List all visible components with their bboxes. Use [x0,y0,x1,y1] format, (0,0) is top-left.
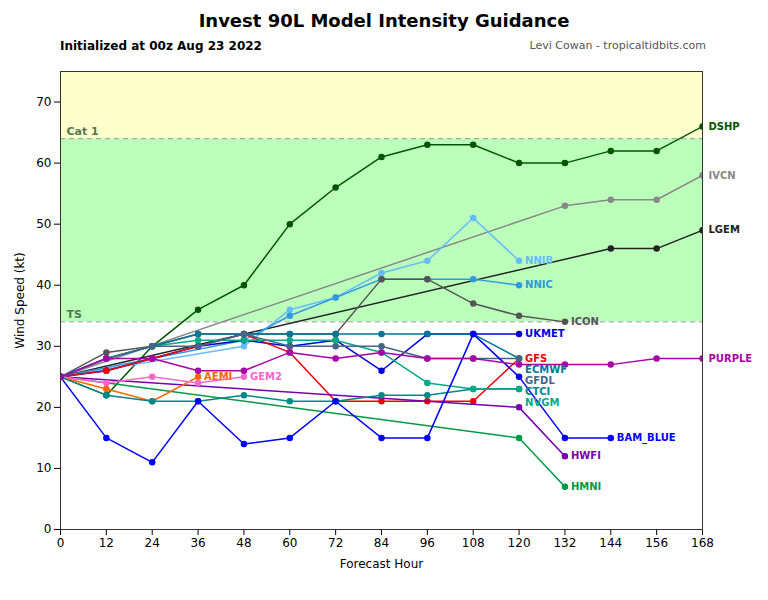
svg-text:156: 156 [645,536,668,550]
svg-text:12: 12 [99,536,114,550]
html-text:Initialized at 00z Aug 23 2022: Initialized at 00z Aug 23 2022 [60,39,262,53]
svg-text:NNIB: NNIB [525,255,553,266]
html-text:Invest 90L Model Intensity Gui: Invest 90L Model Intensity Guidance [198,10,570,31]
svg-text:NNIC: NNIC [525,279,553,290]
svg-text:GFS: GFS [525,353,547,364]
svg-text:GEM2: GEM2 [250,371,282,382]
svg-text:Forecast Hour: Forecast Hour [340,557,424,571]
svg-text:ICON: ICON [571,316,599,327]
svg-text:96: 96 [420,536,435,550]
svg-text:60: 60 [36,156,51,170]
svg-text:BAM_BLUE: BAM_BLUE [617,432,676,444]
svg-text:50: 50 [36,217,51,231]
svg-text:PURPLE: PURPLE [709,353,753,364]
svg-text:120: 120 [508,536,531,550]
svg-text:NVGM: NVGM [525,397,559,408]
svg-text:ECMWF: ECMWF [525,364,567,375]
svg-text:10: 10 [36,461,51,475]
svg-text:108: 108 [462,536,485,550]
svg-text:0: 0 [44,522,52,536]
svg-text:30: 30 [36,339,51,353]
svg-text:Wind Speed (kt): Wind Speed (kt) [13,252,27,348]
svg-text:TS: TS [67,308,83,321]
svg-text:IVCN: IVCN [709,170,736,181]
svg-text:24: 24 [145,536,160,550]
html-text:Levi Cowan - tropicaltidbits.c: Levi Cowan - tropicaltidbits.com [529,39,706,52]
svg-text:70: 70 [36,95,51,109]
svg-text:CTCI: CTCI [525,386,550,397]
svg-text:132: 132 [553,536,576,550]
svg-text:Cat 1: Cat 1 [67,125,99,138]
svg-text:144: 144 [599,536,622,550]
svg-text:LGEM: LGEM [709,224,740,235]
svg-text:DSHP: DSHP [709,121,740,132]
svg-text:20: 20 [36,400,51,414]
svg-text:AEMI: AEMI [204,371,232,382]
svg-text:HWFI: HWFI [571,450,601,461]
svg-text:HMNI: HMNI [571,481,601,492]
svg-text:UKMET: UKMET [525,328,565,339]
svg-text:0: 0 [57,536,65,550]
svg-text:72: 72 [328,536,343,550]
svg-text:48: 48 [236,536,251,550]
svg-text:40: 40 [36,278,51,292]
svg-text:GFDL: GFDL [525,375,555,386]
svg-text:168: 168 [691,536,714,550]
svg-text:60: 60 [282,536,297,550]
svg-text:36: 36 [190,536,205,550]
svg-text:84: 84 [374,536,389,550]
